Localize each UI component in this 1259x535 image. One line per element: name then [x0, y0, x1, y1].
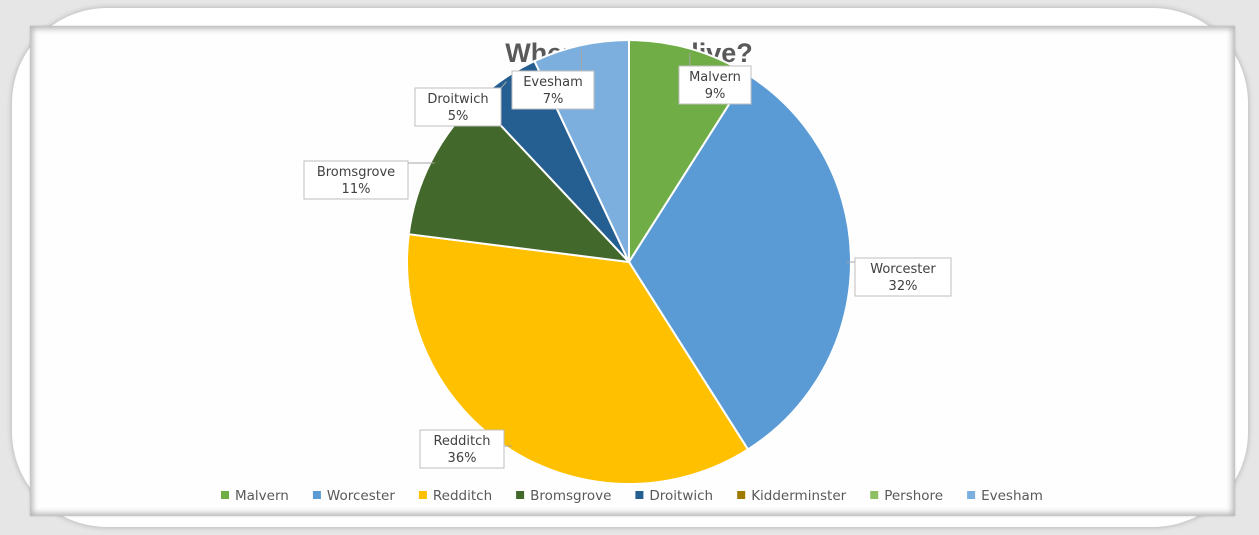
- legend-item-bromsgrove: Bromsgrove: [516, 488, 611, 504]
- data-label-percent: 36%: [448, 451, 477, 466]
- legend-swatch: [737, 491, 746, 499]
- data-label-percent: 32%: [889, 279, 918, 294]
- data-label-worcester: Worcester 32%: [854, 257, 952, 297]
- data-label-category: Malvern: [689, 70, 741, 85]
- legend-swatch: [221, 491, 229, 499]
- data-label-percent: 9%: [705, 87, 726, 102]
- data-label-category: Droitwich: [427, 92, 488, 107]
- data-label-category: Bromsgrove: [317, 165, 395, 180]
- legend-item-pershore: Pershore: [870, 488, 943, 504]
- data-label-box: [303, 160, 409, 200]
- leader-lines: [408, 49, 855, 447]
- data-label-box: [511, 70, 595, 110]
- leader-line-droitwich: [500, 81, 507, 89]
- legend-item-droitwich: Droitwich: [635, 488, 713, 504]
- data-label-evesham: Evesham 7%: [511, 70, 595, 110]
- data-label-bromsgrove: Bromsgrove 11%: [303, 160, 409, 200]
- legend-label: Worcester: [327, 488, 395, 504]
- pie-slice-redditch: [406, 233, 750, 485]
- legend-label: Evesham: [981, 488, 1043, 504]
- data-label-category: Evesham: [523, 75, 583, 90]
- legend-label: Redditch: [433, 488, 492, 504]
- data-label-box: [419, 429, 505, 469]
- legend-label: Bromsgrove: [530, 488, 611, 504]
- data-label-box: [678, 65, 752, 105]
- legend-item-redditch: Redditch: [418, 488, 492, 504]
- legend-swatch: [870, 491, 879, 499]
- data-labels: Malvern 9% Worcester 32% Redditch 36% Bromsgro…: [303, 65, 952, 469]
- data-label-percent: 7%: [543, 92, 564, 107]
- data-label-box: [854, 257, 952, 297]
- data-label-redditch: Redditch 36%: [419, 429, 505, 469]
- data-label-category: Worcester: [870, 262, 936, 277]
- data-label-category: Redditch: [433, 434, 490, 449]
- legend-item-worcester: Worcester: [312, 488, 395, 504]
- legend-label: Pershore: [884, 488, 943, 504]
- data-label-percent: 11%: [342, 182, 371, 197]
- data-label-box: [414, 87, 502, 127]
- legend-item-kidderminster: Kidderminster: [737, 488, 847, 504]
- legend-swatch: [635, 491, 644, 499]
- legend-label: Droitwich: [649, 488, 713, 504]
- legend: Malvern Worcester Redditch Bromsgrove Droitw…: [221, 488, 1043, 504]
- legend-swatch: [418, 491, 427, 499]
- legend-swatch: [967, 491, 976, 499]
- legend-item-evesham: Evesham: [967, 488, 1043, 504]
- data-label-percent: 5%: [448, 109, 469, 124]
- legend-swatch: [516, 491, 525, 499]
- legend-label: Kidderminster: [751, 488, 846, 504]
- legend-swatch: [312, 491, 321, 499]
- data-label-droitwich: Droitwich 5%: [414, 87, 502, 127]
- legend-item-malvern: Malvern: [221, 488, 289, 504]
- data-label-malvern: Malvern 9%: [678, 65, 752, 105]
- legend-label: Malvern: [235, 488, 289, 504]
